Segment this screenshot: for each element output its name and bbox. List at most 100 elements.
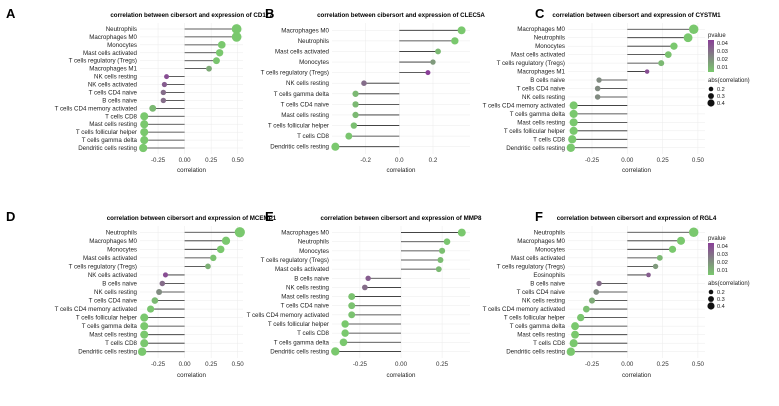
lollipop-point [231,24,242,34]
lollipop-point [425,70,431,76]
lollipop-point [644,69,650,74]
x-tick-label: -0.2 [360,157,371,164]
x-tick-label: 0.00 [621,157,634,164]
lollipop-point [140,136,149,145]
y-tick-label: Neutrophils [298,239,329,246]
legend-size-dot [708,289,714,295]
y-tick-label: NK cells resting [286,284,330,291]
y-tick-label: T cells follicular helper [504,315,565,322]
lollipop-point [140,128,149,137]
lollipop-point [221,236,231,245]
lollipop-point [365,275,371,281]
lollipop-point [593,289,600,295]
legend-size-dot [707,302,715,310]
y-tick-label: T cells CD4 naive [517,289,566,296]
x-tick-label: 0.50 [692,157,705,164]
lollipop-point [569,126,578,135]
panel-letter: D [6,209,15,224]
lollipop-point [352,101,359,108]
y-tick-label: Monocytes [107,246,137,253]
lollipop-point [656,254,663,261]
lollipop-point [646,272,651,278]
y-tick-label: Monocytes [535,246,565,253]
y-tick-label: T cells regulatory (Tregs) [69,58,137,65]
lollipop-point [215,49,224,57]
lollipop-point [160,97,167,104]
legend-colorbar [708,243,714,275]
lollipop-point [161,81,168,88]
x-tick-label: 0.25 [436,361,449,368]
y-tick-label: Dendritic cells resting [78,145,137,152]
legend-size-tick: 0.4 [717,304,725,310]
lollipop-point [234,227,245,238]
x-tick-label: 0.00 [179,157,192,164]
y-tick-label: NK cells resting [94,74,138,81]
panel-letter: A [6,6,16,21]
legend-size-tick: 0.3 [717,297,725,303]
y-tick-label: Mast cells resting [89,121,137,128]
lollipop-point [594,85,601,92]
y-tick-label: T cells CD8 [533,340,565,347]
lollipop-point [205,263,211,270]
lollipop-point [658,60,665,67]
y-tick-label: Neutrophils [106,229,137,236]
lollipop-point [588,297,596,304]
x-tick-label: 0.25 [657,157,670,164]
x-tick-label: -0.25 [585,361,600,368]
y-tick-label: T cells regulatory (Tregs) [497,263,565,270]
lollipop-point [670,42,678,50]
y-tick-label: Macrophages M0 [89,238,137,245]
legend-pvalue-tick: 0.01 [717,65,728,71]
y-tick-label: Neutrophils [106,26,137,33]
lollipop-point [140,120,149,129]
lollipop-point [352,111,359,119]
lollipop-point [457,228,466,237]
lollipop-point [582,305,590,313]
lollipop-point [443,238,451,246]
lollipop-point [569,118,578,127]
y-tick-label: T cells follicular helper [268,123,329,130]
legend-pvalue-tick: 0.02 [717,57,728,63]
lollipop-point [137,347,147,356]
y-tick-label: T cells CD4 memory activated [55,105,138,112]
lollipop-point [206,65,212,72]
y-tick-label: T cells regulatory (Tregs) [261,70,329,77]
lollipop-point [331,347,340,356]
y-tick-label: T cells follicular helper [504,128,565,135]
x-tick-label: -0.25 [353,361,368,368]
y-tick-label: NK cells activated [88,272,138,279]
panel-letter: C [535,6,545,21]
lollipop-point [140,322,149,331]
lollipop-point [430,59,436,65]
legend-size-tick: 0.2 [717,87,725,93]
y-tick-label: NK cells activated [88,82,138,89]
lollipop-point [571,322,580,331]
lollipop-point [350,122,358,129]
lollipop-point [577,313,585,322]
panel-title: correlation between cibersort and expres… [110,12,273,19]
y-tick-label: T cells CD4 naive [517,86,566,93]
x-tick-label: 0.00 [179,361,192,368]
lollipop-point [437,257,444,263]
y-tick-label: Neutrophils [298,38,329,45]
lollipop-point [156,289,163,295]
lollipop-point [216,245,225,254]
y-tick-label: Dendritic cells resting [506,145,565,152]
y-tick-label: Neutrophils [534,229,565,236]
y-tick-label: B cells naive [102,280,137,287]
y-tick-label: Macrophages M0 [517,238,565,245]
legend-pvalue-title: pvalue [708,33,726,39]
x-tick-label: 0.25 [657,361,670,368]
lollipop-point [596,280,602,287]
y-tick-label: T cells CD4 memory activated [483,306,566,313]
y-tick-label: T cells CD4 naive [89,89,138,96]
lollipop-point [162,272,169,278]
y-tick-label: T cells CD4 naive [281,303,330,310]
lollipop-point [352,90,359,97]
panel-title: correlation between cibersort and expres… [321,215,482,222]
y-tick-label: Mast cells activated [511,52,566,59]
legend-pvalue-tick: 0.04 [717,41,728,47]
y-tick-label: Macrophages M0 [517,26,565,33]
lollipop-point [159,280,166,287]
